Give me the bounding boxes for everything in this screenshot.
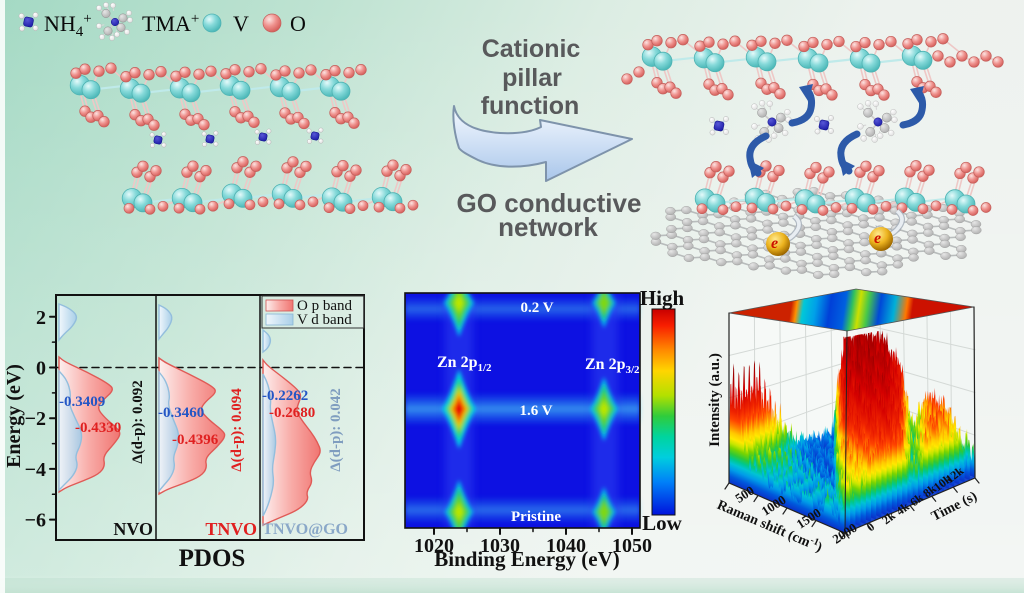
svg-text:-0.4396: -0.4396 — [172, 432, 219, 448]
svg-text:Low: Low — [642, 511, 683, 535]
svg-text:Pristine: Pristine — [511, 509, 561, 525]
svg-text:1.6 V: 1.6 V — [519, 403, 552, 419]
svg-text:−2: −2 — [25, 408, 46, 430]
svg-text:2: 2 — [36, 307, 46, 329]
svg-text:1050: 1050 — [612, 535, 652, 557]
svg-text:V: V — [233, 11, 249, 36]
svg-text:GO conductive: GO conductive — [457, 188, 642, 218]
svg-text:Intensity (a.u.): Intensity (a.u.) — [707, 353, 723, 447]
svg-text:network: network — [498, 212, 598, 242]
svg-text:pillar: pillar — [502, 64, 562, 92]
svg-text:-0.3409: -0.3409 — [59, 394, 105, 410]
svg-text:TMA+: TMA+ — [142, 11, 199, 36]
svg-text:V d band: V d band — [297, 312, 352, 328]
svg-text:-0.2262: -0.2262 — [262, 388, 308, 404]
svg-text:1040: 1040 — [546, 535, 586, 557]
svg-text:1030: 1030 — [480, 535, 520, 557]
svg-text:0: 0 — [36, 358, 46, 380]
svg-text:TNVO@GO: TNVO@GO — [262, 521, 348, 538]
svg-text:Δ(d-p): 0.092: Δ(d-p): 0.092 — [130, 380, 146, 464]
svg-text:e: e — [771, 235, 778, 252]
svg-text:-0.4330: -0.4330 — [75, 420, 121, 436]
svg-text:1020: 1020 — [414, 535, 454, 557]
svg-text:−4: −4 — [25, 459, 46, 481]
svg-text:e: e — [874, 230, 881, 247]
svg-text:TNVO: TNVO — [205, 519, 257, 539]
svg-text:O: O — [290, 11, 306, 36]
svg-text:O p band: O p band — [297, 298, 352, 314]
svg-text:−6: −6 — [25, 510, 46, 532]
svg-text:-0.3460: -0.3460 — [158, 405, 204, 421]
svg-text:Δ(d-p): 0.042: Δ(d-p): 0.042 — [328, 388, 344, 472]
svg-text:-0.2680: -0.2680 — [269, 405, 315, 421]
svg-text:High: High — [640, 286, 685, 310]
svg-text:0.2 V: 0.2 V — [520, 300, 553, 316]
svg-text:Binding Energy (eV): Binding Energy (eV) — [434, 547, 620, 571]
svg-text:function: function — [481, 92, 580, 120]
svg-text:PDOS: PDOS — [179, 545, 246, 572]
svg-text:Δ(d-p): 0.094: Δ(d-p): 0.094 — [229, 388, 245, 472]
svg-text:Energy (eV): Energy (eV) — [3, 364, 25, 468]
svg-text:Cationic: Cationic — [482, 35, 581, 63]
svg-text:NVO: NVO — [113, 519, 153, 539]
